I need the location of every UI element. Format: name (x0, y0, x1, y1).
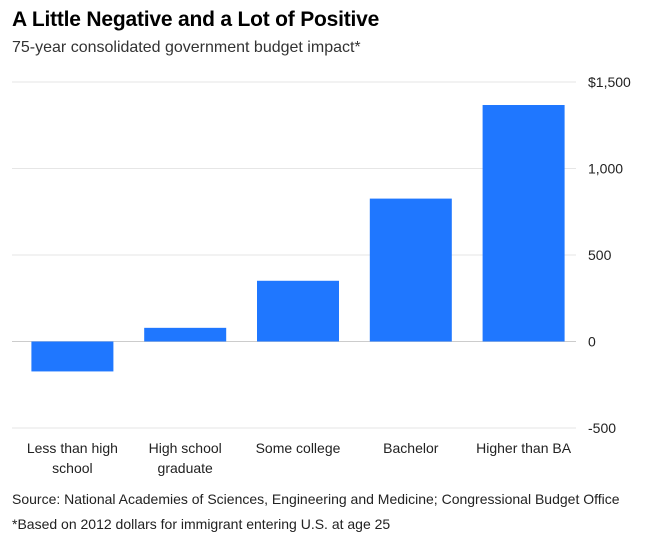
bar (31, 341, 114, 372)
x-tick-label: Bachelor (383, 440, 439, 456)
y-tick-label: 500 (588, 247, 612, 263)
source-note: Source: National Academies of Sciences, … (12, 491, 620, 507)
y-tick-label: -500 (588, 420, 616, 436)
y-axis-ticks: $1,500 1,000 500 0 -500 (588, 74, 631, 436)
x-tick-label: Some college (256, 440, 341, 456)
footnote: *Based on 2012 dollars for immigrant ent… (12, 516, 391, 532)
bar-chart: $1,500 1,000 500 0 -500 Less than high school… (12, 74, 631, 476)
y-tick-label: $1,500 (588, 74, 631, 90)
bar (369, 198, 452, 342)
bar (482, 105, 565, 342)
bar (257, 280, 339, 342)
x-tick-label: Higher than BA (476, 440, 572, 456)
chart-subtitle: 75-year consolidated government budget i… (12, 39, 361, 56)
y-tick-label: 1,000 (588, 161, 623, 177)
footnotes: Source: National Academies of Sciences, … (12, 491, 632, 533)
x-axis-labels: Less than high school High school graduate S… (27, 440, 572, 476)
y-tick-label: 0 (588, 334, 596, 350)
bars (31, 105, 565, 372)
x-tick-label: Less than high school (27, 440, 118, 476)
x-tick-label: High school graduate (149, 440, 222, 476)
chart-title: A Little Negative and a Lot of Positive (12, 8, 380, 31)
bar (144, 327, 227, 342)
